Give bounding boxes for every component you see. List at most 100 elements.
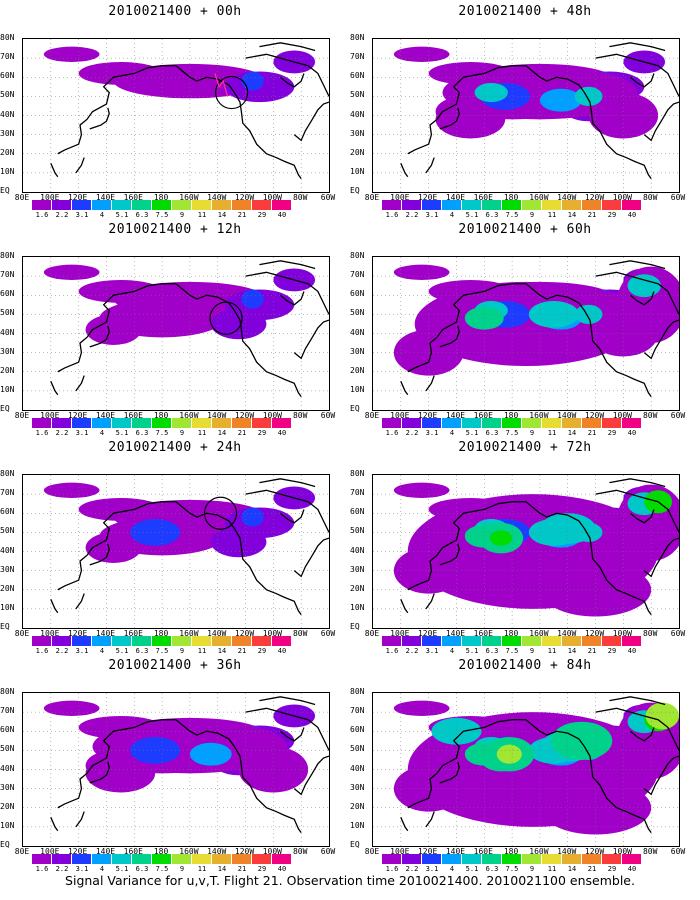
lon-tick-label: 120E — [417, 411, 438, 420]
colorbar-swatch — [602, 418, 622, 428]
colorbar-label: 2.2 — [55, 429, 69, 437]
variance-contour — [43, 46, 100, 62]
coastline — [50, 163, 59, 178]
lat-tick-label: 80N — [350, 33, 365, 42]
colorbar-label: 2.2 — [405, 647, 419, 655]
coastline — [609, 260, 666, 270]
colorbar-label: 21 — [587, 865, 597, 873]
colorbar-swatch — [192, 636, 212, 646]
colorbar-label: 40 — [277, 429, 287, 437]
lon-tick-label: 80W — [292, 193, 308, 202]
coastline — [293, 537, 329, 578]
colorbar-swatch — [172, 200, 192, 210]
colorbar-swatch — [192, 418, 212, 428]
lat-tick-label: 30N — [350, 346, 365, 356]
lon-tick-label: 180 — [153, 629, 169, 638]
colorbar-swatch — [542, 418, 562, 428]
lon-tick-label: 140E — [95, 629, 116, 638]
colorbar-swatch — [482, 418, 502, 428]
coastline — [595, 53, 679, 97]
lon-tick-label: 180 — [503, 629, 519, 638]
colorbar-swatch — [132, 418, 152, 428]
colorbar-label: 7.5 — [505, 429, 519, 437]
colorbar-label: 2.2 — [55, 865, 69, 873]
lon-tick-label: 100W — [612, 629, 632, 638]
colorbar-swatch — [622, 200, 642, 210]
coastline — [245, 53, 329, 97]
colorbar-swatch — [212, 418, 232, 428]
lat-tick-label: EQ — [350, 840, 360, 849]
colorbar-label: 7.5 — [505, 865, 519, 873]
colorbar-swatch — [562, 636, 582, 646]
coastline — [279, 291, 305, 306]
lat-tick-label: 10N — [0, 820, 15, 830]
colorbar-swatch — [172, 854, 192, 864]
colorbar-label: 9 — [179, 211, 185, 219]
coastline — [293, 755, 329, 796]
variance-map — [372, 474, 680, 629]
colorbar-label: 2.2 — [405, 211, 419, 219]
lat-tick-label: 80N — [0, 469, 15, 478]
lon-tick-label: 80E — [14, 629, 30, 638]
colorbar-swatch — [402, 854, 422, 864]
lon-tick-label: 120W — [584, 629, 605, 638]
lon-tick-label: 120W — [234, 847, 255, 856]
coastline — [89, 325, 110, 348]
colorbar-label: 2.2 — [55, 211, 69, 219]
colorbar-label: 4 — [449, 865, 455, 873]
colorbar-label: 5.1 — [465, 647, 479, 655]
coastline — [75, 375, 85, 392]
colorbar-swatch — [382, 200, 402, 210]
coastline — [525, 283, 652, 397]
lon-tick-label: 160E — [123, 847, 143, 856]
lat-tick-label: 40N — [350, 327, 365, 337]
lon-tick-label: 100W — [612, 847, 632, 856]
lat-tick-label: 20N — [350, 801, 365, 811]
colorbar — [382, 200, 642, 210]
colorbar-label: 9 — [529, 647, 535, 655]
coastline — [629, 509, 655, 524]
coastline — [175, 719, 302, 833]
colorbar-swatch — [462, 636, 482, 646]
coastline — [400, 163, 409, 178]
variance-map — [372, 38, 680, 193]
lat-tick-label: 70N — [350, 706, 365, 716]
lon-tick-label: 160E — [473, 847, 493, 856]
lon-tick-label: 120E — [67, 411, 88, 420]
variance-contour — [393, 482, 450, 498]
colorbar-swatch — [402, 636, 422, 646]
colorbar-label: 7.5 — [155, 429, 169, 437]
colorbar-label: 11 — [197, 211, 207, 219]
colorbar-label: 3.1 — [425, 865, 439, 873]
lon-tick-label: 120W — [584, 411, 605, 420]
variance-contour — [241, 507, 264, 527]
colorbar-swatch — [582, 200, 602, 210]
lon-tick-label: 120W — [234, 629, 255, 638]
colorbar-swatch — [382, 854, 402, 864]
variance-contour — [85, 754, 156, 793]
coastline — [629, 727, 655, 742]
colorbar-label: 40 — [627, 429, 637, 437]
lat-tick-label: 50N — [0, 90, 15, 100]
variance-map — [372, 692, 680, 847]
coastline — [425, 157, 435, 174]
colorbar-swatch — [232, 636, 252, 646]
colorbar-label: 14 — [217, 211, 227, 219]
colorbar-swatch — [502, 636, 522, 646]
variance-contour — [85, 532, 142, 563]
lon-tick-label: 160E — [123, 193, 143, 202]
lat-tick-label: 50N — [0, 526, 15, 536]
variance-contour — [645, 702, 679, 730]
coastline — [525, 719, 652, 833]
target-circle — [209, 301, 243, 335]
colorbar-label: 1.6 — [385, 865, 399, 873]
map-panel: 2010021400 + 48h 80N 70N 60N 50N 40N 30N 20N 10N… — [350, 0, 700, 225]
coastline — [595, 707, 679, 751]
coastline — [643, 755, 679, 796]
lon-tick-label: 100W — [262, 629, 282, 638]
colorbar-label: 14 — [567, 865, 577, 873]
colorbar — [32, 418, 292, 428]
lat-tick-label: 80N — [350, 469, 365, 478]
lon-tick-label: 80W — [292, 411, 308, 420]
lon-tick-label: 60W — [320, 847, 336, 856]
